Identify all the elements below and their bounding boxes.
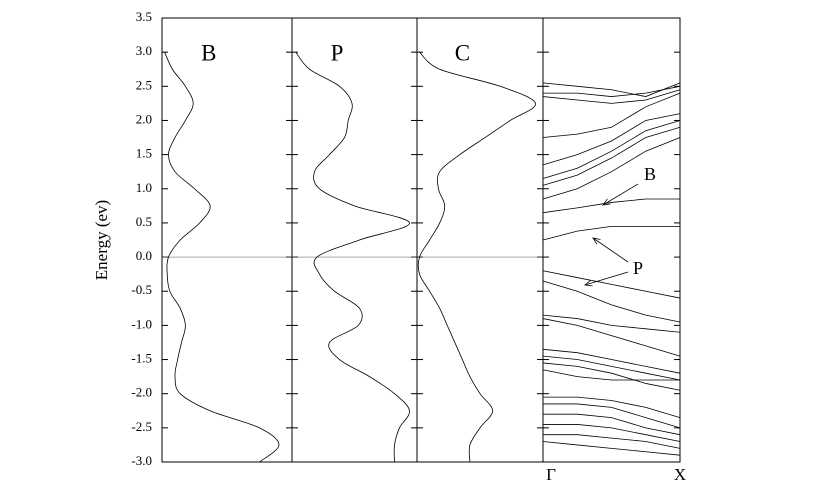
band-line xyxy=(542,82,681,97)
band-line xyxy=(542,89,681,104)
band-line xyxy=(542,225,680,241)
annotation-arrow xyxy=(593,238,629,263)
band-line xyxy=(543,396,681,418)
panel-label: C xyxy=(455,40,470,65)
band-line xyxy=(543,403,681,429)
y-tick-label: 2.5 xyxy=(136,77,152,92)
y-axis-label: Energy (ev) xyxy=(92,200,111,280)
y-tick-label: -1.5 xyxy=(131,351,152,366)
band-line xyxy=(542,126,681,186)
band-line xyxy=(542,348,681,374)
band-line xyxy=(542,362,681,391)
x-tick-label: X xyxy=(674,465,686,484)
y-tick-label: -1.0 xyxy=(131,316,152,331)
y-tick-label: 1.5 xyxy=(136,146,152,161)
y-tick-label: 3.5 xyxy=(136,9,152,24)
panel-frame xyxy=(416,17,544,463)
annotation: P xyxy=(633,258,643,278)
y-tick-label: 1.0 xyxy=(136,180,152,195)
y-tick-label: 3.0 xyxy=(136,43,152,58)
y-tick-label: 2.0 xyxy=(136,111,152,126)
band-line xyxy=(543,85,681,97)
dos-curve xyxy=(164,51,280,463)
x-tick-label: Γ xyxy=(546,465,556,484)
band-line xyxy=(542,137,681,200)
band-line xyxy=(542,441,681,456)
band-line xyxy=(542,280,681,323)
panel-label: P xyxy=(331,40,344,65)
band-line xyxy=(542,120,681,179)
band-line xyxy=(542,314,681,333)
annotation-arrow xyxy=(603,183,639,205)
band-line xyxy=(542,355,681,381)
y-tick-label: -2.5 xyxy=(131,419,152,434)
annotation: B xyxy=(644,164,656,184)
band-line xyxy=(542,92,681,138)
band-line xyxy=(542,369,680,381)
panel-frame xyxy=(291,17,418,463)
dos-curve xyxy=(295,51,410,463)
y-tick-label: 0.5 xyxy=(136,214,152,229)
y-tick-label: -0.5 xyxy=(131,282,152,297)
band-line xyxy=(543,424,681,442)
band-line xyxy=(542,113,681,166)
y-tick-label: -2.0 xyxy=(131,385,152,400)
panel-label: B xyxy=(201,40,216,65)
band-line xyxy=(543,413,681,436)
annotation-arrow xyxy=(585,271,629,285)
y-tick-label: -3.0 xyxy=(131,453,152,468)
dos-curve xyxy=(417,51,536,463)
band-line xyxy=(542,270,681,299)
band-line xyxy=(542,318,681,357)
band-line xyxy=(542,198,680,214)
y-tick-label: 0.0 xyxy=(136,248,152,263)
band-line xyxy=(543,434,681,449)
